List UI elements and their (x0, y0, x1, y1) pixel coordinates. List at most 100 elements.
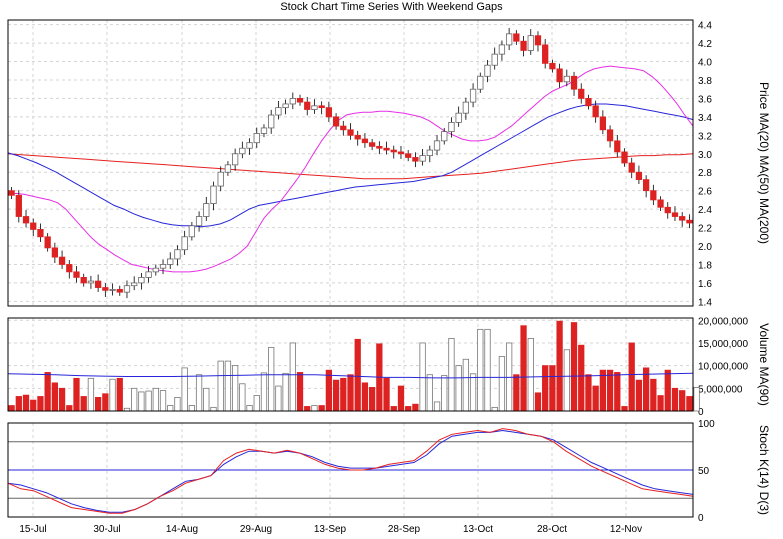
price-tick-label: 4.4 (698, 21, 712, 32)
price-tick-label: 4.0 (698, 58, 712, 69)
volume-bar (599, 369, 607, 412)
vol-tick-label: 15,000,000 (698, 339, 748, 350)
volume-bar (138, 391, 145, 412)
candle-body (66, 264, 73, 273)
volume-bar (657, 395, 664, 412)
volume-bar (73, 377, 80, 412)
candle-body (671, 212, 679, 217)
volume-bar (542, 365, 549, 412)
candle-body (253, 133, 260, 144)
price-tick-label: 2.6 (698, 187, 712, 198)
stoch-axis-title: Stoch K(14) D(3) (757, 425, 771, 515)
candle-body (87, 280, 95, 284)
price-tick-label: 2.0 (698, 242, 712, 253)
candle-body (174, 249, 181, 260)
volume-bar (390, 406, 397, 412)
candle-body (549, 62, 556, 70)
candle-body (44, 236, 51, 249)
candle-body (80, 276, 87, 284)
candle-body (268, 114, 275, 129)
candle-body (123, 285, 131, 293)
volume-bar (37, 396, 44, 412)
volume-bar (340, 377, 347, 412)
price-tick-label: 3.8 (698, 76, 712, 87)
volume-bar (224, 360, 232, 412)
candle-body (520, 40, 527, 51)
volume-bar (275, 385, 282, 412)
price-tick-label: 1.6 (698, 279, 712, 290)
volume-bar (131, 387, 138, 412)
volume-bar (188, 405, 196, 412)
candle-body (109, 288, 116, 291)
volume-bar (318, 405, 325, 412)
x-tick-label: 30-Jul (93, 524, 120, 535)
candle-body (556, 68, 563, 83)
candle-body (318, 105, 325, 109)
candle-body (563, 75, 570, 83)
volume-bar (462, 358, 470, 412)
candle-body (347, 129, 354, 136)
candle-body (340, 125, 347, 131)
price-tick-label: 3.0 (698, 150, 712, 161)
volume-bar (203, 387, 210, 412)
volume-bar (621, 406, 628, 412)
stoch-d-line (7, 429, 694, 513)
candle-body (606, 129, 614, 142)
stoch-tick-label: 0 (698, 513, 704, 524)
volume-bar (578, 344, 585, 412)
volume-bar (606, 369, 614, 412)
candle-body (289, 98, 296, 105)
candle-body (332, 116, 340, 127)
volume-bar (664, 369, 671, 412)
vol-tick-label: 10,000,000 (698, 362, 748, 373)
candle-body (614, 140, 621, 153)
x-tick-label: 13-Oct (463, 524, 493, 535)
candle-body (30, 222, 37, 230)
candle-body (419, 155, 426, 162)
volume-bar (686, 396, 693, 412)
volume-bar (563, 349, 570, 412)
volume-bar (8, 405, 15, 412)
candle-body (477, 75, 484, 90)
candle-body (260, 127, 268, 134)
volume-bar (585, 374, 592, 412)
volume-bar (491, 406, 498, 412)
candle-body (376, 145, 383, 149)
volume-bar (671, 387, 679, 412)
x-tick-label: 15-Jul (19, 524, 46, 535)
volume-bar (679, 390, 686, 412)
x-tick-label: 28-Sep (388, 524, 421, 535)
candle-body (231, 153, 239, 166)
price-axis-title: Price MA(20) MA(50) MA(200) (757, 82, 771, 244)
x-tick-label: 29-Aug (240, 524, 272, 535)
volume-bar (268, 347, 275, 412)
x-tick-label: 13-Sep (314, 524, 347, 535)
candle-body (282, 103, 289, 109)
volume-bar (159, 390, 167, 412)
ma20-line (7, 65, 694, 273)
candle-body (542, 44, 549, 64)
volume-bar (650, 378, 657, 412)
stoch-tick-label: 100 (698, 419, 715, 430)
volume-bar (433, 401, 441, 412)
volume-bar (534, 392, 542, 412)
volume-bar (116, 377, 123, 412)
price-tick-label: 2.4 (698, 205, 712, 216)
volume-bar (592, 385, 599, 412)
candle-body (650, 190, 657, 201)
volume-bar (145, 390, 152, 412)
chart-title: Stock Chart Time Series With Weekend Gap… (280, 1, 503, 13)
candle-body (433, 140, 441, 151)
candle-body (51, 247, 59, 258)
candle-body (203, 203, 210, 217)
ma200-line (7, 153, 694, 180)
x-tick-label: 12-Nov (610, 524, 642, 535)
candle-body (397, 151, 405, 155)
volume-bar (477, 328, 484, 412)
candle-body (116, 288, 123, 293)
volume-bar (282, 372, 289, 412)
candle-body (599, 116, 607, 131)
candle-body (152, 267, 159, 273)
volume-bar (217, 360, 224, 412)
volume-bar (549, 365, 556, 412)
